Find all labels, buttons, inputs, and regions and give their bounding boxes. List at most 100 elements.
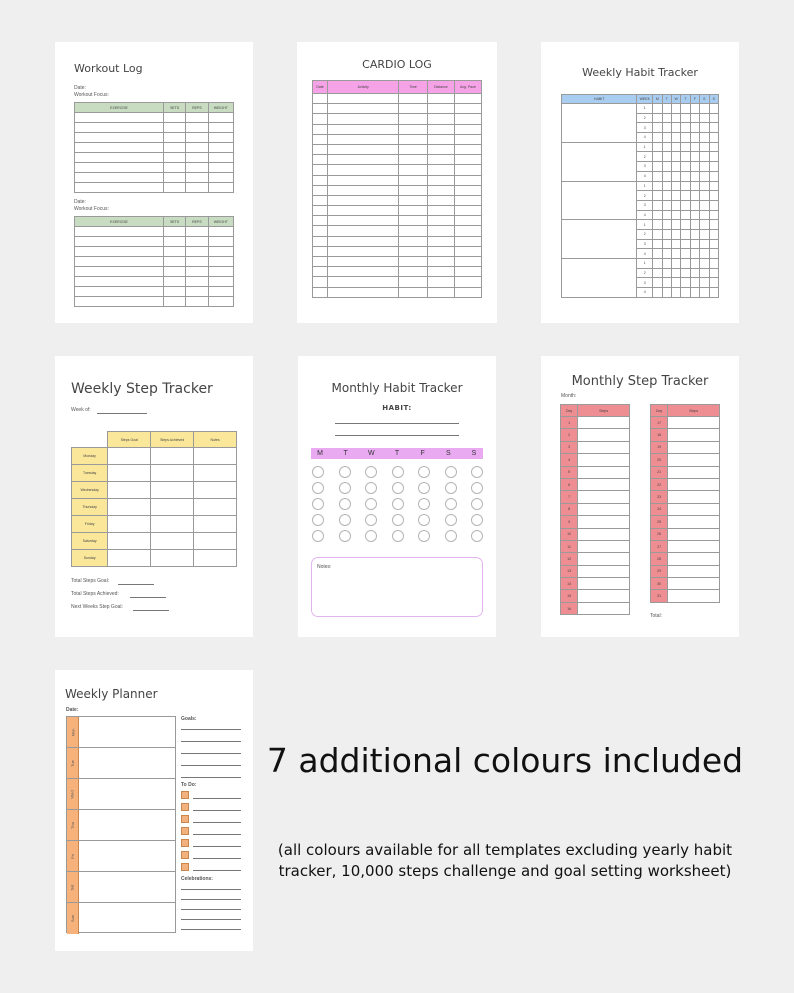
table-cell bbox=[185, 256, 209, 267]
table-cell bbox=[327, 215, 400, 227]
table-cell bbox=[163, 236, 187, 247]
table-cell bbox=[426, 266, 455, 278]
table-row: 4 bbox=[562, 209, 720, 221]
table-cell bbox=[327, 194, 400, 207]
day-row: 28 bbox=[649, 552, 720, 566]
table-cell bbox=[327, 286, 400, 298]
column-header: F bbox=[689, 94, 701, 104]
table-cell bbox=[185, 246, 209, 257]
table-cell bbox=[327, 205, 400, 217]
planner-day-tab: Sun bbox=[67, 903, 79, 934]
day-letter: T bbox=[394, 450, 400, 457]
steps-cell bbox=[667, 539, 720, 554]
habit-circle bbox=[338, 514, 351, 526]
monthly-step-table-right: Day Steps 17 18 19 20 21 22 23 24 25 26 27 28 29 30 31 bbox=[649, 404, 720, 603]
check-cell bbox=[661, 267, 672, 279]
column-header: HABIT bbox=[560, 94, 638, 104]
check-cell bbox=[670, 180, 682, 192]
steps-cell bbox=[577, 415, 630, 430]
steps-cell bbox=[667, 552, 720, 566]
total-goal-line bbox=[118, 584, 154, 585]
column-header: Avg. Pace bbox=[453, 80, 483, 94]
check-cell bbox=[652, 122, 663, 134]
check-cell bbox=[661, 277, 672, 289]
planner-day-row: Sat bbox=[67, 872, 175, 903]
weekly-habit-tracker-template: Weekly Habit Tracker HABIT WEEK M T W T F S S 1 2 3… bbox=[541, 42, 739, 323]
habit-circle bbox=[365, 514, 377, 526]
week-number: 3 bbox=[636, 277, 654, 289]
day-label: Thursday bbox=[70, 498, 109, 516]
day-label: Wednesday bbox=[70, 481, 109, 499]
table-cell bbox=[327, 276, 400, 288]
steps-cell bbox=[577, 502, 630, 517]
check-cell bbox=[699, 209, 710, 221]
todo-checkbox bbox=[181, 863, 189, 871]
goal-line bbox=[181, 753, 241, 754]
table-row: 4 bbox=[562, 287, 720, 298]
weekly-step-table: Steps Goal Steps Achieved Notes Monday Tuesd… bbox=[70, 431, 237, 567]
habit-cell bbox=[560, 103, 638, 143]
habit-label: HABIT: bbox=[382, 404, 412, 412]
habit-circle bbox=[312, 498, 324, 510]
check-cell bbox=[708, 238, 720, 250]
celebration-line bbox=[181, 919, 241, 920]
check-cell bbox=[661, 112, 672, 124]
check-cell bbox=[689, 103, 701, 114]
weekly-step-tracker-template: Weekly Step Tracker Week of: Steps Goal S… bbox=[55, 356, 253, 637]
steps-cell bbox=[667, 477, 720, 492]
table-cell bbox=[311, 215, 329, 227]
todo-line bbox=[193, 798, 241, 799]
check-cell bbox=[661, 151, 672, 163]
table-cell bbox=[398, 143, 428, 156]
table-cell bbox=[398, 266, 428, 278]
column-header: S bbox=[708, 94, 720, 104]
table-cell bbox=[163, 266, 187, 277]
check-cell bbox=[708, 161, 720, 172]
table-cell bbox=[311, 235, 329, 247]
column-header: Steps Goal bbox=[107, 431, 152, 448]
check-cell bbox=[708, 219, 720, 230]
table-row: 2 bbox=[562, 267, 720, 279]
table-cell bbox=[73, 286, 165, 297]
step-cell bbox=[107, 549, 152, 567]
table-cell bbox=[163, 246, 187, 257]
table-cell bbox=[453, 194, 483, 207]
table-cell bbox=[453, 215, 483, 227]
check-cell bbox=[652, 103, 663, 114]
day-row: Sunday bbox=[70, 549, 237, 567]
todo-line bbox=[193, 846, 241, 847]
step-cell bbox=[107, 464, 152, 482]
planner-day-row: Tue bbox=[67, 748, 175, 779]
table-cell bbox=[426, 154, 455, 166]
check-cell bbox=[699, 248, 710, 259]
table-cell bbox=[185, 266, 209, 277]
check-cell bbox=[670, 199, 682, 211]
table-cell bbox=[453, 276, 483, 288]
planner-day-row: Thu bbox=[67, 810, 175, 841]
check-cell bbox=[689, 199, 701, 211]
table-cell bbox=[311, 225, 329, 237]
check-cell bbox=[680, 103, 691, 114]
table-row bbox=[311, 154, 483, 166]
check-cell bbox=[680, 209, 691, 221]
table-cell bbox=[453, 164, 483, 176]
day-number: 20 bbox=[649, 453, 669, 467]
check-cell bbox=[699, 190, 710, 201]
column-header: SETS bbox=[163, 216, 187, 227]
check-cell bbox=[670, 132, 682, 143]
table-row bbox=[311, 286, 483, 298]
check-cell bbox=[699, 199, 710, 211]
steps-cell bbox=[577, 601, 630, 616]
column-header: WEEK bbox=[636, 94, 654, 104]
check-cell bbox=[708, 277, 720, 289]
step-cell bbox=[107, 498, 152, 516]
steps-cell bbox=[667, 490, 720, 504]
steps-cell bbox=[577, 428, 630, 442]
table-cell bbox=[398, 194, 428, 207]
check-cell bbox=[670, 287, 682, 298]
todo-line bbox=[193, 834, 241, 835]
table-header-row: Day Steps bbox=[559, 404, 630, 417]
check-cell bbox=[680, 151, 691, 163]
check-cell bbox=[708, 151, 720, 163]
cardio-table: Date Activity Time Distance Avg. Pace bbox=[311, 80, 483, 298]
